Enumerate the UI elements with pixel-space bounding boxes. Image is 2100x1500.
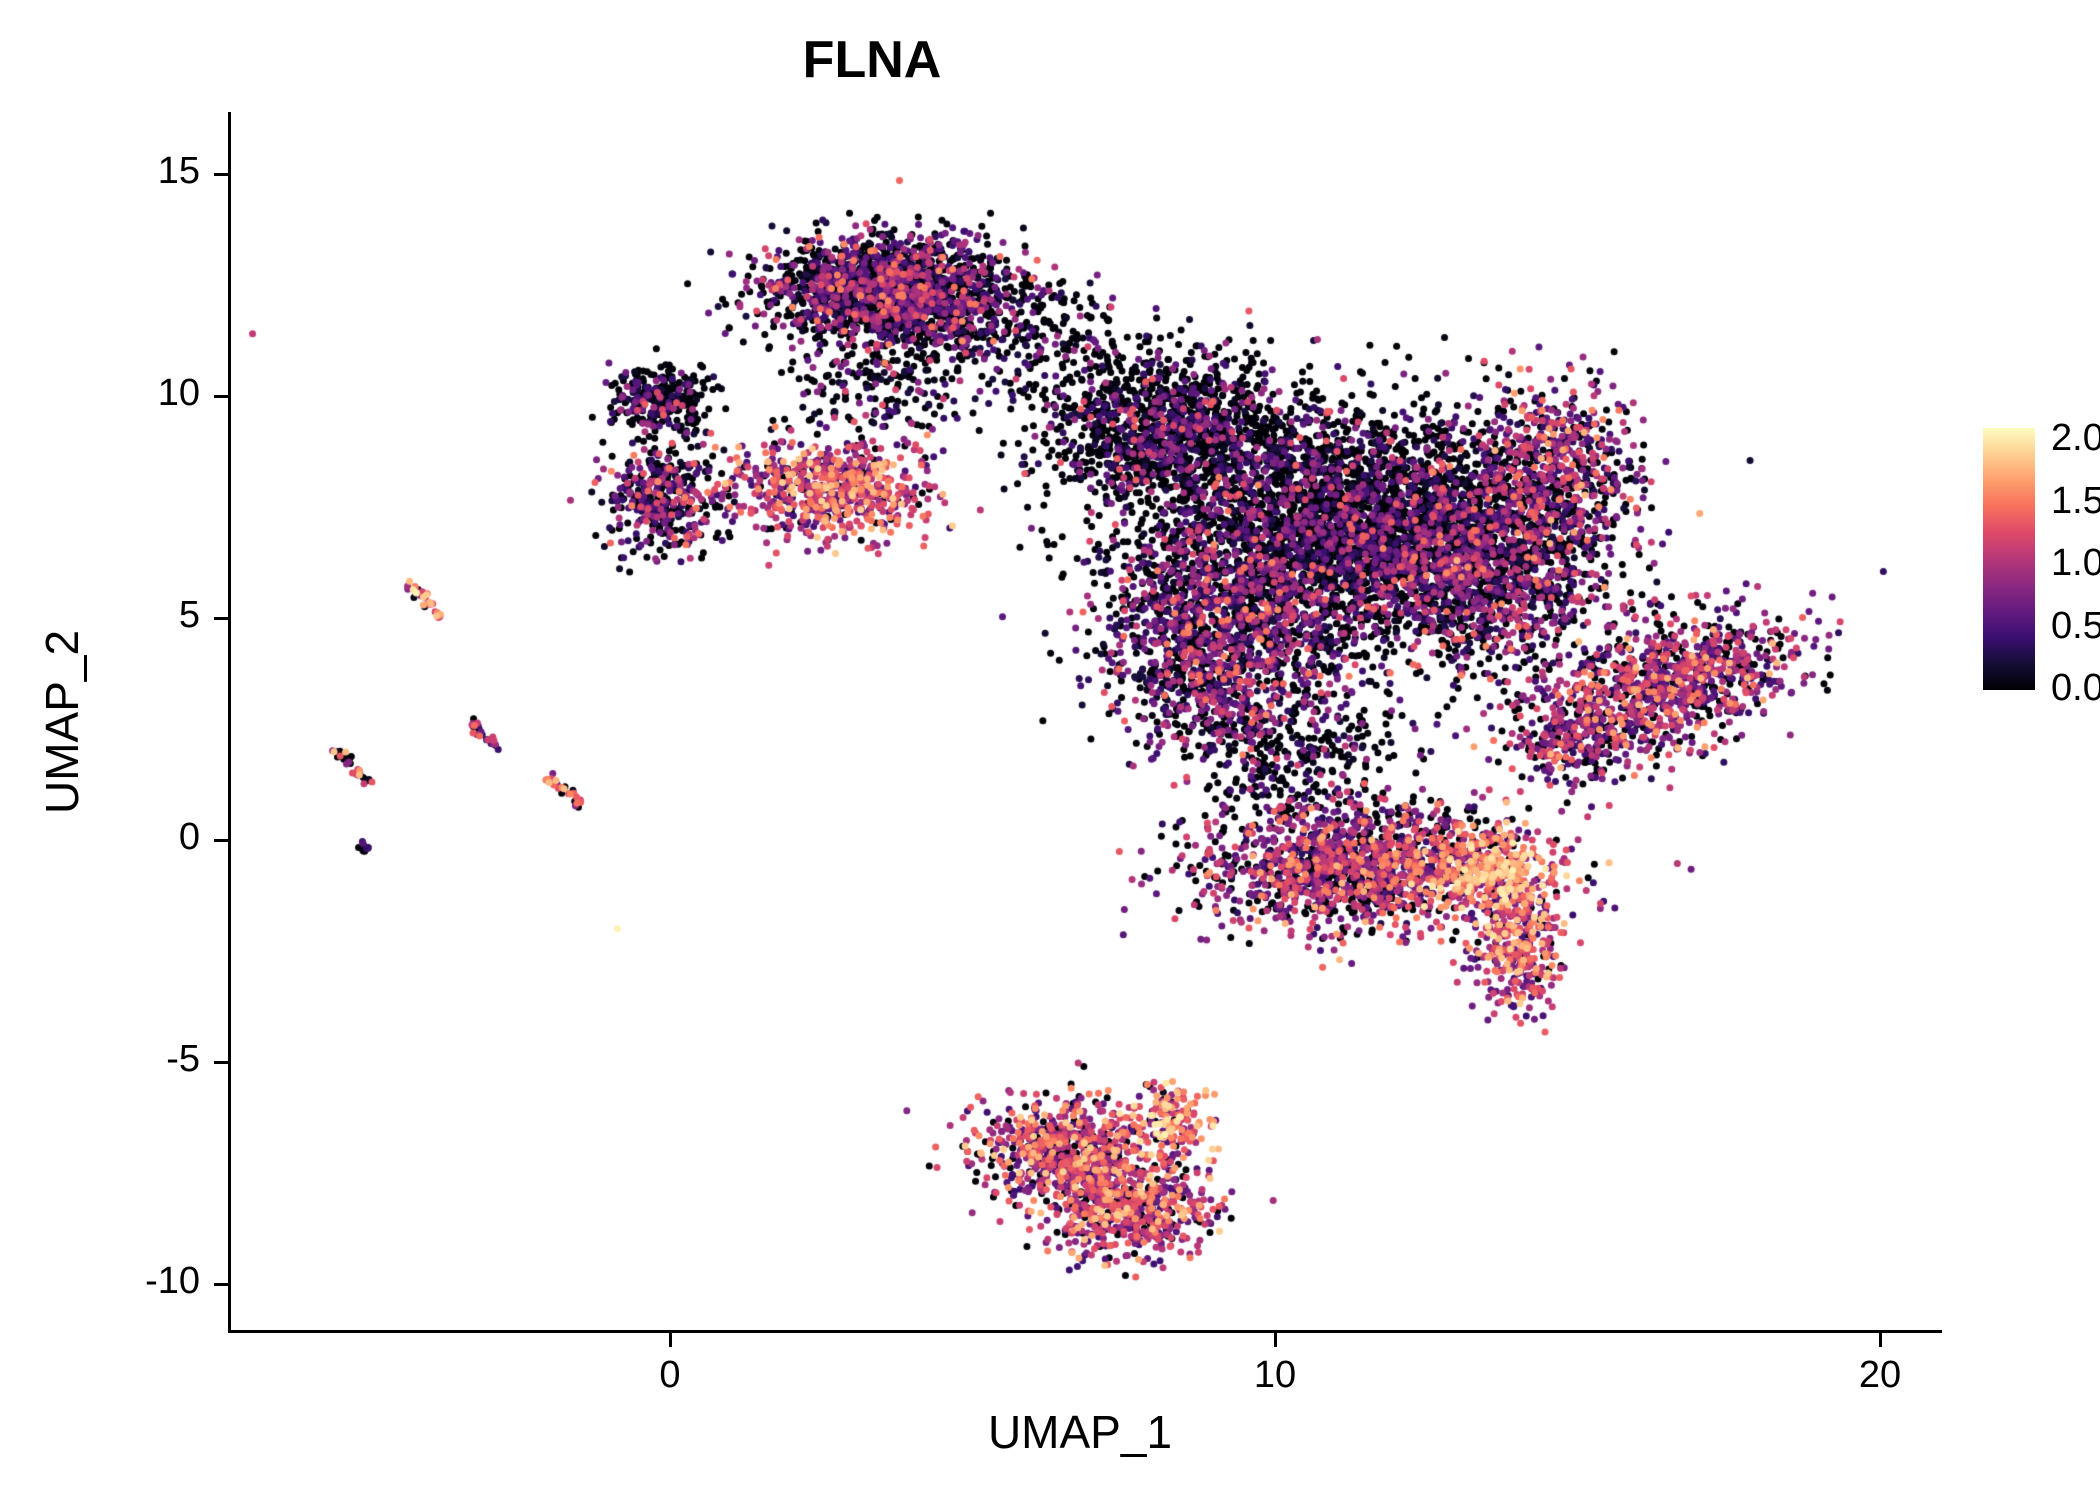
y-tick-mark — [214, 394, 228, 398]
y-axis-line — [228, 112, 231, 1333]
y-tick-label: 15 — [157, 150, 200, 192]
y-tick-mark — [214, 172, 228, 176]
y-tick-label: 10 — [157, 372, 200, 414]
colorbar-tick-label: 1.5 — [2051, 479, 2100, 522]
y-tick-label: 5 — [178, 594, 200, 636]
y-tick-mark — [214, 1060, 228, 1064]
y-tick-mark — [214, 616, 228, 620]
y-tick-label: -5 — [166, 1038, 200, 1080]
plot-title: FLNA — [802, 31, 942, 89]
colorbar-tick-label: 2.0 — [2051, 417, 2100, 460]
y-tick-mark — [214, 838, 228, 842]
y-tick-label: 0 — [178, 816, 200, 858]
x-tick-mark — [668, 1333, 672, 1347]
x-axis-title: UMAP_1 — [987, 1406, 1173, 1458]
colorbar-tick-label: 1.0 — [2051, 542, 2100, 585]
x-tick-label: 20 — [1858, 1354, 1902, 1396]
y-tick-label: -10 — [145, 1260, 200, 1302]
y-axis-title: UMAP_2 — [36, 629, 88, 815]
x-axis-line — [228, 1330, 1942, 1333]
colorbar-gradient — [1983, 428, 2035, 690]
x-tick-mark — [1273, 1333, 1277, 1347]
x-tick-label: 10 — [1253, 1354, 1297, 1396]
colorbar-tick-label: 0.0 — [2051, 667, 2100, 709]
x-tick-mark — [1878, 1333, 1882, 1347]
x-tick-label: 0 — [659, 1354, 681, 1396]
y-tick-mark — [214, 1282, 228, 1286]
colorbar-tick-label: 0.5 — [2051, 604, 2100, 647]
